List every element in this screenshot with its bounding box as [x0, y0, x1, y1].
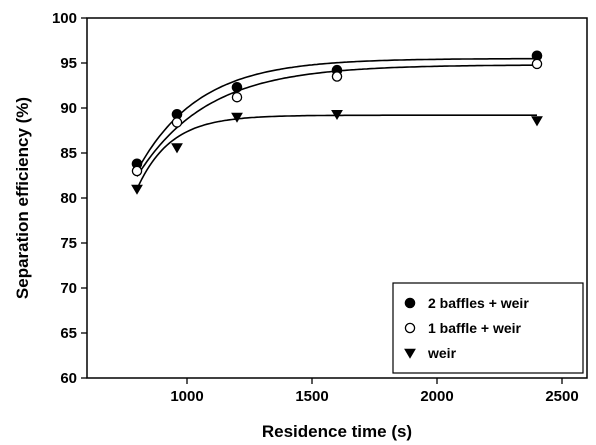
legend-marker-0: [404, 297, 416, 309]
legend: 2 baffles + weir 1 baffle + weir weir: [392, 282, 584, 374]
y-axis-ticks: 60 65 70 75 80 85 90 95 100: [52, 10, 87, 387]
x-tick-label-1: 1500: [295, 388, 328, 405]
fit-curve-2: [136, 114, 537, 190]
y-tick-label-3: 75: [60, 235, 77, 252]
point-s2-2: [231, 112, 243, 123]
point-s1-2: [231, 91, 243, 103]
point-s1-3: [331, 71, 343, 82]
y-tick-label-0: 60: [60, 370, 77, 387]
point-s2-0: [131, 184, 143, 195]
fit-curve-1: [136, 64, 537, 177]
y-axis-title: Separation efficiency (%): [13, 97, 32, 299]
y-tick-label-1: 65: [60, 325, 77, 342]
fit-curve-0: [136, 57, 537, 172]
point-s1-0: [131, 165, 143, 177]
x-tick-label-0: 1000: [170, 388, 203, 405]
legend-label-2: weir: [427, 345, 457, 361]
x-tick-label-3: 2500: [545, 388, 578, 405]
legend-label-1: 1 baffle + weir: [428, 320, 522, 336]
y-tick-label-2: 70: [60, 280, 77, 297]
y-tick-label-7: 95: [60, 55, 77, 72]
point-s2-1: [171, 143, 183, 154]
legend-label-0: 2 baffles + weir: [428, 295, 529, 311]
x-tick-label-2: 2000: [420, 388, 453, 405]
legend-box: [392, 282, 584, 374]
y-tick-label-8: 100: [52, 10, 77, 27]
point-s0-2: [231, 82, 243, 93]
point-s2-4: [531, 116, 543, 127]
y-tick-label-4: 80: [60, 190, 77, 207]
point-s1-1: [171, 117, 183, 128]
x-axis-title: Residence time (s): [262, 422, 412, 441]
data-markers: [131, 50, 543, 195]
x-axis-ticks: 1000 1500 2000 2500: [170, 378, 579, 405]
y-tick-label-5: 85: [60, 145, 77, 162]
legend-marker-2: [404, 348, 416, 359]
point-s2-3: [331, 110, 343, 121]
point-s1-4: [531, 58, 543, 70]
y-tick-label-6: 90: [60, 100, 77, 117]
legend-marker-1: [404, 322, 416, 334]
